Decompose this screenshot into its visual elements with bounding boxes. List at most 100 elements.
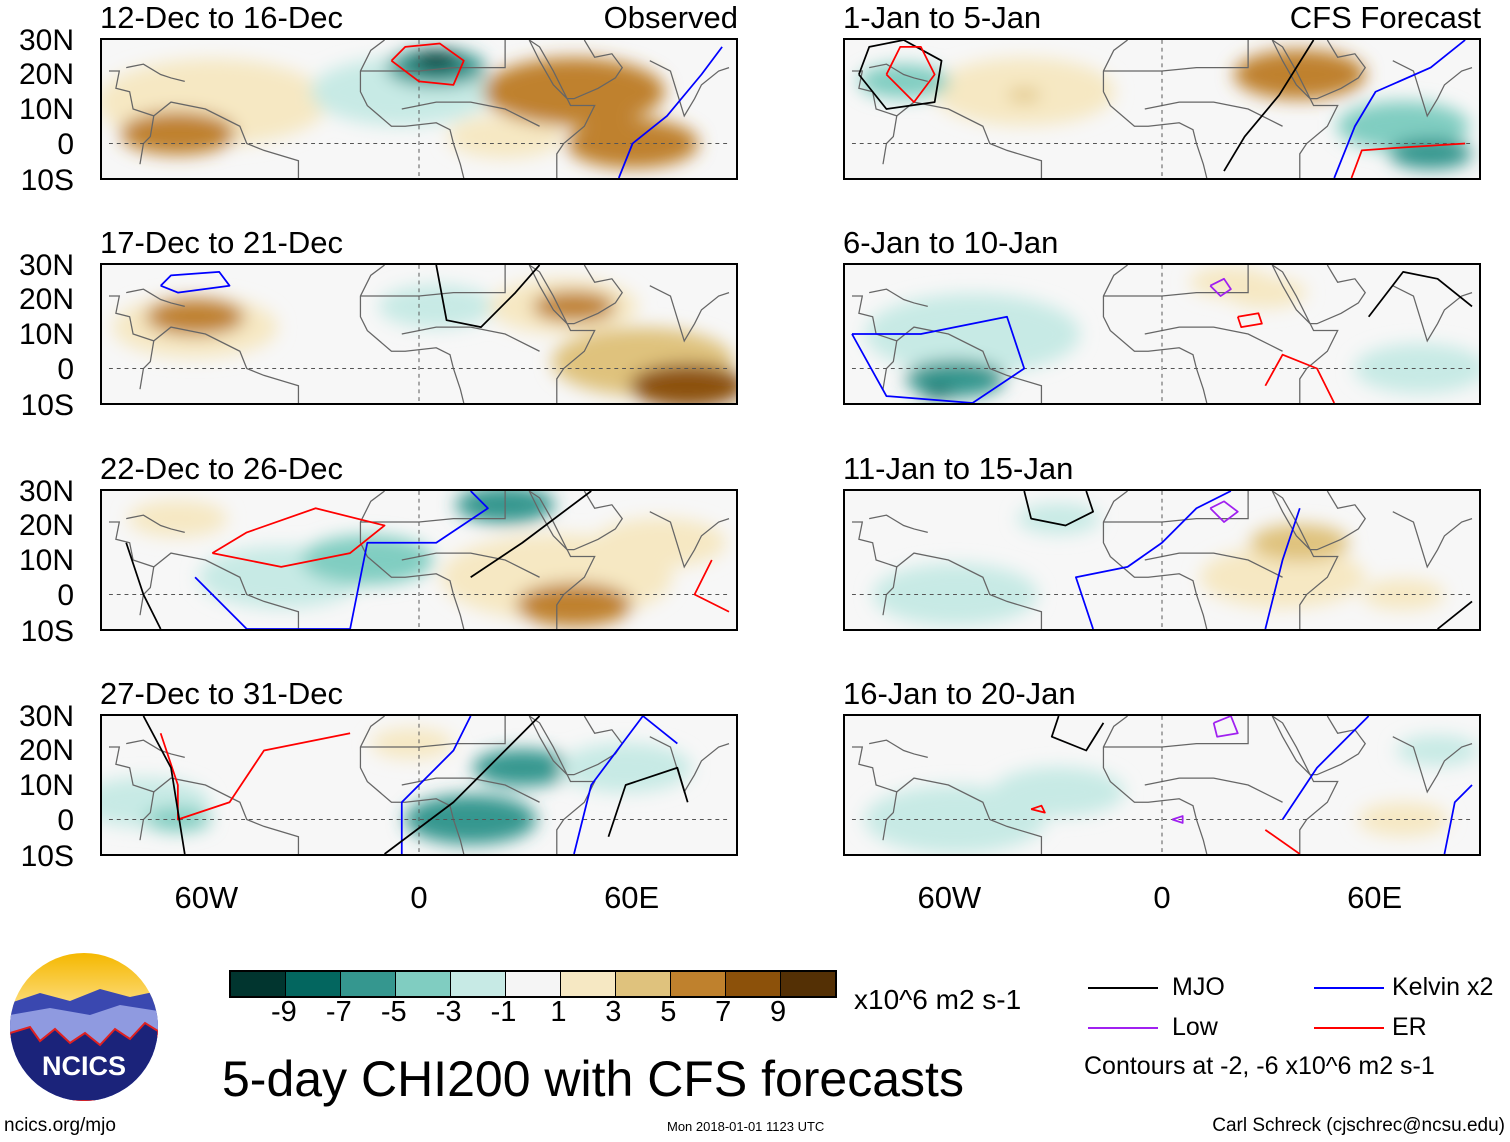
coastline [851, 746, 1043, 854]
coastline [1392, 736, 1473, 794]
legend-label-low: Low [1172, 1013, 1218, 1041]
anomaly-region [370, 728, 454, 760]
colorbar-swatch [506, 972, 561, 996]
er-contour [390, 42, 465, 86]
coastline [126, 514, 185, 534]
colorbar-units: x10^6 m2 s-1 [854, 984, 1022, 1015]
lat-label: 10S [20, 840, 74, 873]
anomaly-region [145, 298, 245, 336]
panel-label: Observed [603, 0, 738, 35]
colorbar-tick-label: -9 [271, 996, 297, 1028]
svg-text:NCICS: NCICS [42, 1051, 126, 1081]
kelvin-contour [617, 46, 723, 178]
lat-label: 0 [57, 353, 74, 386]
anomaly-region [516, 583, 632, 627]
colorbar-tick-label: 5 [660, 996, 677, 1028]
colorbar-swatch [396, 972, 451, 996]
anomaly-region [128, 499, 228, 538]
coastline [1102, 491, 1208, 629]
coastline [1392, 511, 1473, 569]
legend-line-mjo [1088, 987, 1158, 989]
coastline [1103, 265, 1249, 297]
colorbar-tick-label: 9 [770, 996, 787, 1028]
contour-note: Contours at -2, -6 x10^6 m2 s-1 [1084, 1052, 1435, 1080]
anomaly-region [378, 284, 495, 329]
mjo-contour [1223, 40, 1315, 172]
er-contour [693, 559, 730, 613]
mjo-contour [607, 766, 689, 838]
coastline [1103, 716, 1249, 748]
panel-title: 22-Dec to 26-Dec [100, 451, 343, 486]
coastline [401, 552, 540, 578]
coastline [401, 101, 540, 127]
colorbar-swatch [726, 972, 781, 996]
anomaly-region [411, 51, 462, 71]
colorbar-swatch [561, 972, 616, 996]
lon-label: 60E [604, 880, 660, 915]
kelvin-contour [1264, 507, 1301, 629]
lat-label: 20N [18, 734, 74, 767]
colorbar-tick-label: -5 [380, 996, 407, 1028]
lat-label: 30N [18, 24, 74, 57]
lat-label: 10S [20, 615, 74, 648]
kelvin-contour [400, 716, 472, 854]
kelvin-contour [194, 491, 489, 629]
coastline [1392, 285, 1473, 343]
coastline [139, 115, 155, 165]
mjo-contour [142, 716, 186, 854]
anomaly-region [1250, 524, 1350, 562]
ncics-logo: NCICS [10, 953, 158, 1101]
coastline [528, 491, 624, 551]
coastline [1144, 777, 1283, 803]
anomaly-region [1354, 343, 1479, 394]
lon-label: 60E [1347, 880, 1403, 915]
kelvin-contour [160, 271, 231, 294]
footer-timestamp: Mon 2018-01-01 1123 UTC [667, 1119, 825, 1134]
lat-label: 30N [18, 475, 74, 508]
map-panel [100, 263, 738, 405]
colorbar-tick-label: -1 [490, 996, 517, 1028]
coastline [882, 340, 898, 390]
coastline [1271, 716, 1339, 854]
lat-label: 10N [18, 544, 74, 577]
coastline [139, 791, 155, 841]
lon-label: 60W [917, 880, 982, 915]
legend-label-kelvin: Kelvin x2 [1392, 973, 1494, 1001]
panel-title: 1-Jan to 5-Jan [843, 0, 1042, 35]
colorbar-swatch [286, 972, 341, 996]
panel-title: 27-Dec to 31-Dec [100, 676, 343, 711]
map-panel [843, 714, 1481, 856]
coastline [528, 716, 624, 776]
coastline [359, 265, 465, 403]
mjo-contour [125, 542, 162, 629]
lon-label: 0 [410, 880, 428, 915]
coastline [1271, 40, 1367, 100]
coastline [1144, 552, 1283, 578]
legend-line-er [1314, 1027, 1384, 1029]
colorbar-tick-label: 1 [550, 996, 567, 1028]
mjo-contour [435, 265, 541, 328]
coastline [869, 288, 928, 308]
mjo-contour [1050, 716, 1105, 752]
footer-url[interactable]: ncics.org/mjo [4, 1115, 116, 1136]
colorbar-swatch [781, 972, 835, 996]
coastline [1271, 265, 1339, 403]
coastline [401, 326, 540, 352]
er-contour [1350, 142, 1466, 178]
mjo-contour [470, 491, 592, 578]
coastline [359, 716, 465, 854]
anomaly-region [629, 364, 736, 403]
panel-title: 16-Jan to 20-Jan [843, 676, 1076, 711]
lon-label: 60W [174, 880, 239, 915]
er-contour [1030, 804, 1046, 814]
anomaly-region [921, 386, 955, 399]
legend-line-kelvin [1314, 987, 1384, 989]
er-contour [1236, 312, 1263, 328]
coastline [126, 288, 185, 308]
coastline [882, 115, 898, 165]
coastline [108, 70, 300, 178]
coastline [869, 514, 928, 534]
colorbar-tick-label: 3 [605, 996, 622, 1028]
colorbar-tick-label: -3 [435, 996, 462, 1028]
coastline [528, 265, 596, 403]
